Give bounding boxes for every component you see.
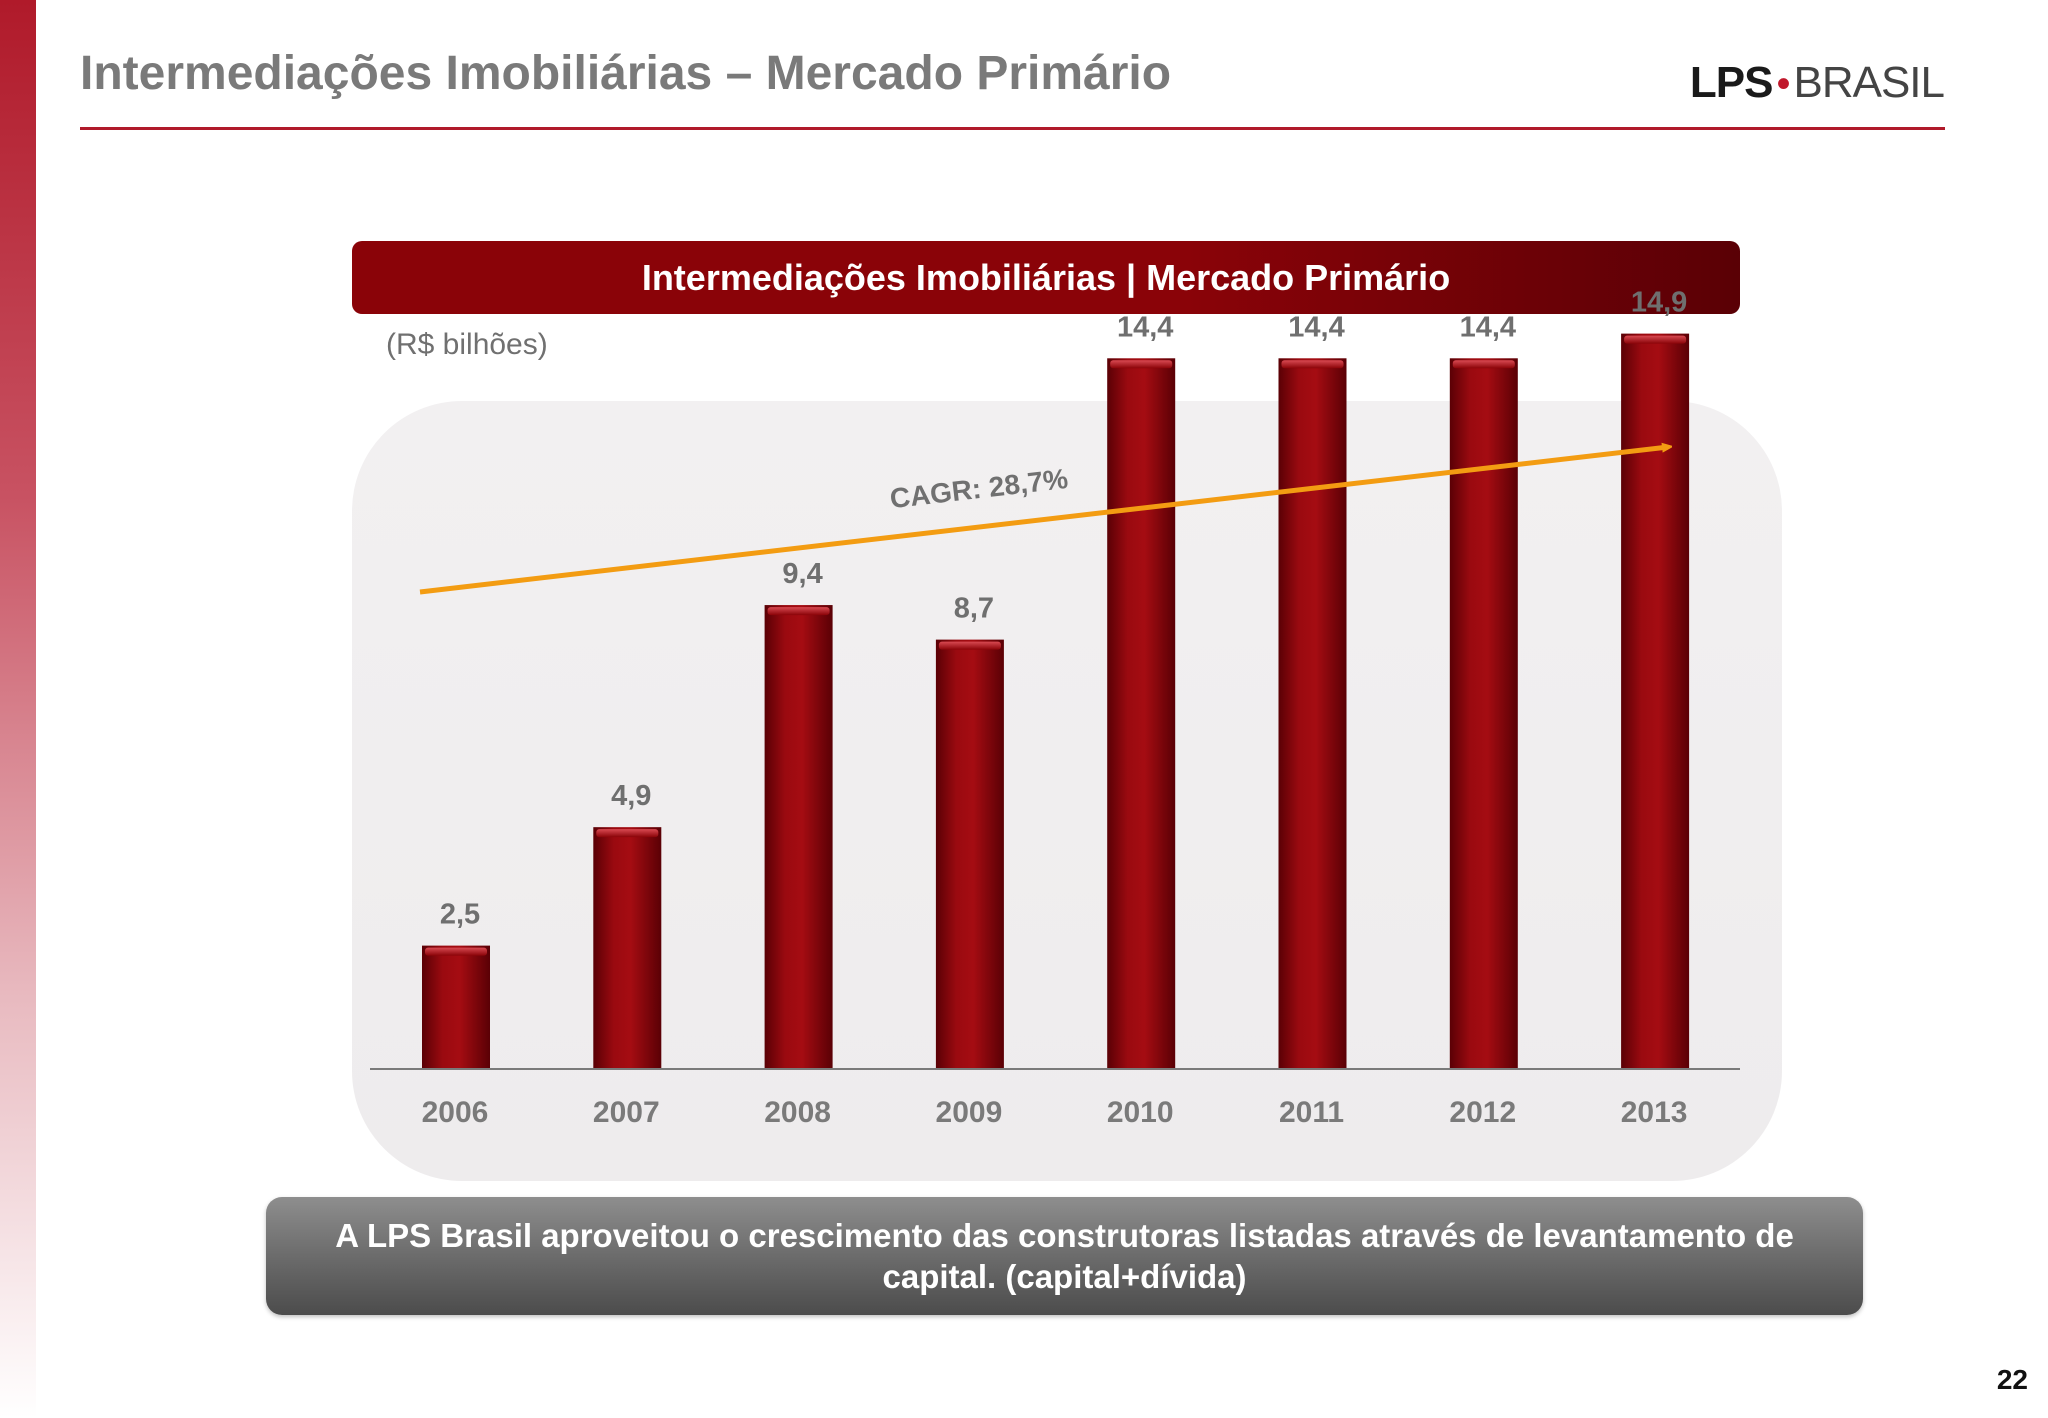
category-label-2012: 2012 <box>1449 1096 1516 1129</box>
bar-cap-2010 <box>1110 360 1173 369</box>
bar-2010 <box>1107 358 1176 1070</box>
decorative-side-strip <box>0 0 36 1418</box>
page-number: 22 <box>1996 1364 2028 1395</box>
bar-2008 <box>764 605 833 1069</box>
bar-2012 <box>1449 358 1518 1070</box>
value-label-2006: 2,5 <box>440 899 480 931</box>
bar-cap-2006 <box>425 947 487 956</box>
category-label-2010: 2010 <box>1107 1096 1174 1129</box>
category-label-2006: 2006 <box>422 1096 489 1129</box>
category-label-2011: 2011 <box>1279 1096 1344 1129</box>
bar-cap-2009 <box>938 641 1001 650</box>
value-label-2008: 9,4 <box>782 558 822 590</box>
bar-cap-2007 <box>596 829 659 838</box>
category-label-2008: 2008 <box>764 1096 831 1129</box>
bar-cap-2008 <box>767 607 830 616</box>
logo-part-brasil: BRASIL <box>1793 58 1945 107</box>
value-label-2011: 14,4 <box>1288 311 1344 343</box>
category-label-2007: 2007 <box>593 1096 660 1129</box>
bar-2009 <box>935 639 1004 1069</box>
value-label-2013: 14,9 <box>1631 287 1687 319</box>
bar-2007 <box>593 827 662 1069</box>
category-label-2013: 2013 <box>1621 1096 1688 1129</box>
value-label-2012: 14,4 <box>1460 311 1516 343</box>
category-label-2009: 2009 <box>936 1096 1003 1129</box>
logo-separator: • <box>1776 62 1790 106</box>
value-label-2009: 8,7 <box>954 593 994 625</box>
logo-part-lps: LPS <box>1689 58 1774 107</box>
bar-cap-2013 <box>1624 335 1687 344</box>
page-title: Intermediações Imobiliárias – Mercado Pr… <box>80 47 1172 100</box>
title-divider <box>80 127 1945 130</box>
bar-2013 <box>1621 333 1690 1069</box>
chart-title: Intermediações Imobiliárias | Mercado Pr… <box>352 241 1740 314</box>
bar-2006 <box>422 945 490 1069</box>
bar-cap-2011 <box>1281 360 1344 369</box>
chart-unit-label: (R$ bilhões) <box>386 328 548 361</box>
chart-panel <box>352 401 1782 1181</box>
value-label-2007: 4,9 <box>611 780 651 812</box>
footer-callout: A LPS Brasil aproveitou o crescimento da… <box>266 1197 1863 1315</box>
cagr-trend-arrow <box>419 447 1668 595</box>
value-label-2010: 14,4 <box>1117 311 1173 343</box>
bar-2011 <box>1278 358 1347 1070</box>
cagr-annotation: CAGR: 28,7% <box>888 463 1069 514</box>
bar-cap-2012 <box>1452 360 1515 369</box>
lps-brasil-logo: LPS •BRASIL <box>1689 58 1945 108</box>
